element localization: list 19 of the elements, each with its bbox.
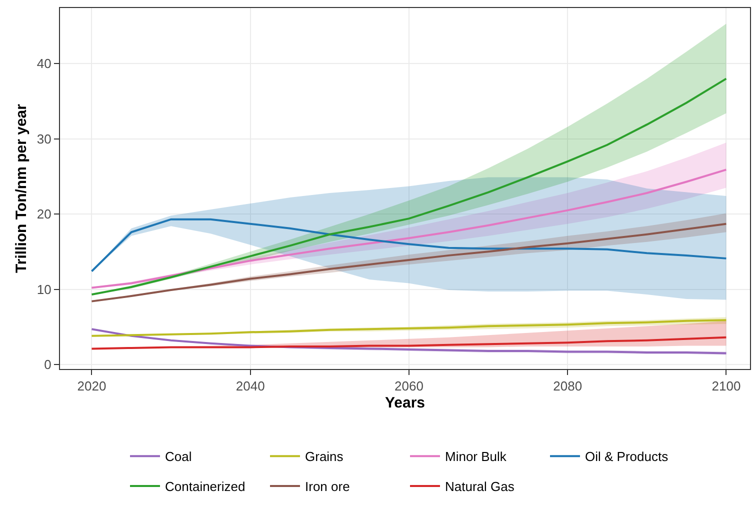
legend-label: Grains bbox=[305, 449, 344, 464]
x-tick-label: 2060 bbox=[394, 378, 424, 394]
legend-label: Oil & Products bbox=[585, 449, 669, 464]
legend-label: Coal bbox=[165, 449, 192, 464]
x-tick-label: 2100 bbox=[712, 378, 741, 394]
y-tick-label: 30 bbox=[36, 131, 52, 146]
y-tick-label: 0 bbox=[44, 357, 52, 372]
legend-label: Natural Gas bbox=[445, 479, 515, 494]
legend-label: Containerized bbox=[165, 479, 246, 494]
x-tick-label: 2080 bbox=[553, 378, 582, 394]
x-axis-title: Years bbox=[384, 394, 426, 412]
y-tick-label: 20 bbox=[36, 206, 52, 222]
x-tick-label: 2020 bbox=[77, 378, 106, 394]
legend-label: Minor Bulk bbox=[445, 449, 507, 464]
legend-label: Iron ore bbox=[305, 479, 350, 494]
x-tick-label: 2040 bbox=[236, 378, 265, 394]
y-tick-label: 40 bbox=[36, 56, 52, 72]
y-tick-label: 10 bbox=[36, 282, 52, 297]
y-axis-title: Trillion Ton/nm per year bbox=[13, 104, 30, 273]
